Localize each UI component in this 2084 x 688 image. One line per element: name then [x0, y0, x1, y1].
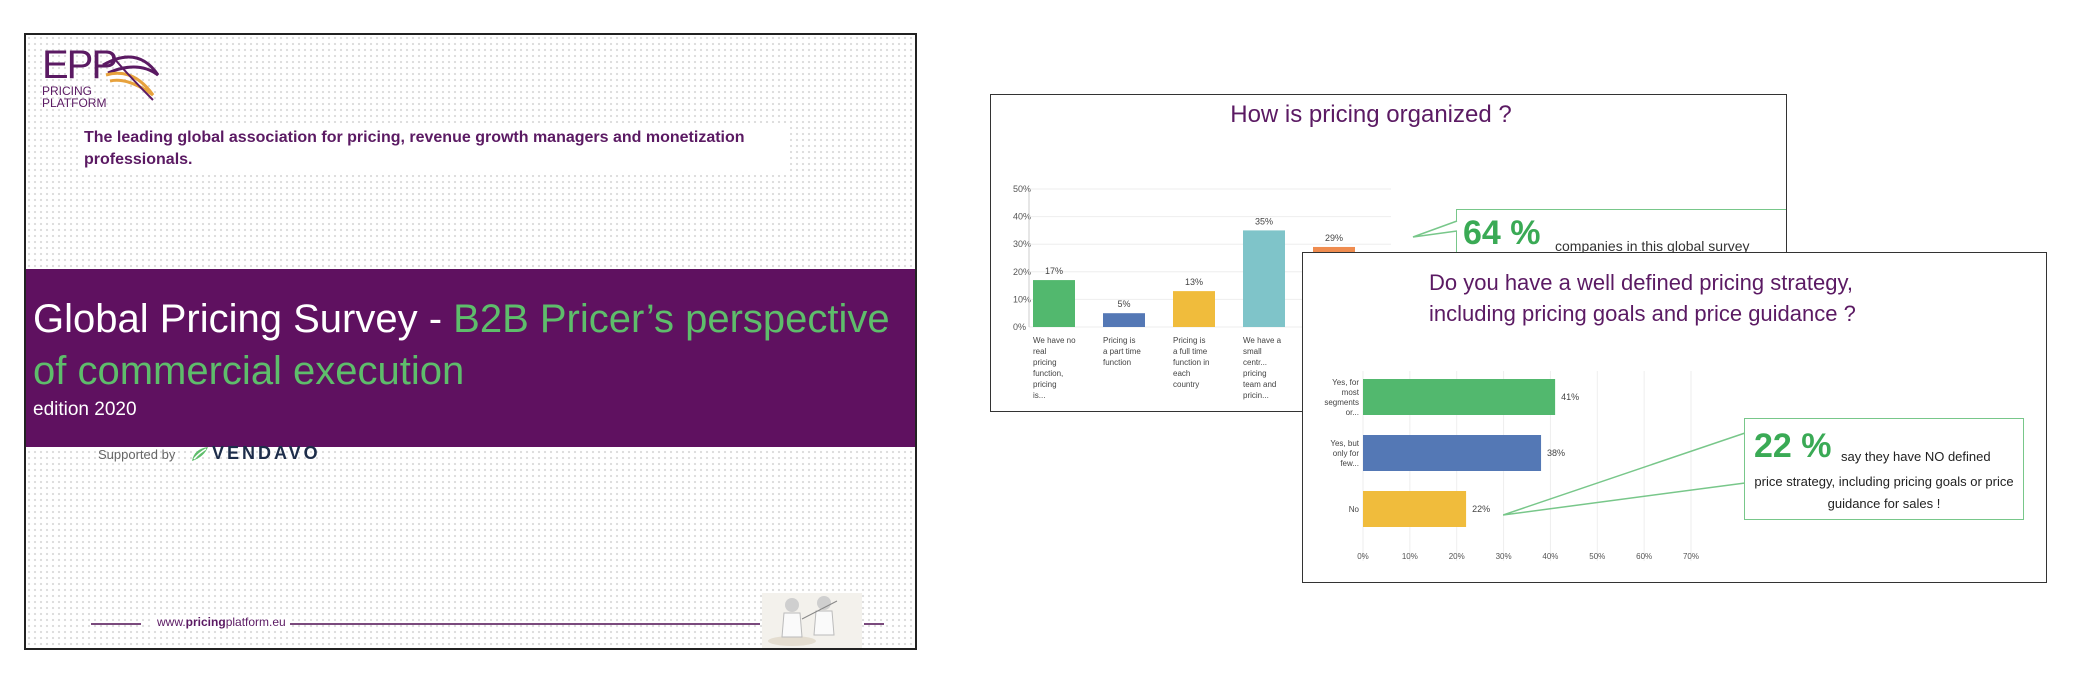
- category-label: country: [1173, 380, 1199, 389]
- y-tick-label: 10%: [1013, 294, 1031, 304]
- tagline: The leading global association for prici…: [78, 123, 790, 175]
- category-label: few...: [1340, 459, 1359, 468]
- callout-64-text: companies in this global survey: [1555, 238, 1750, 254]
- edition-label: edition 2020: [33, 399, 137, 420]
- bar: [1363, 435, 1542, 471]
- x-tick-label: 30%: [1496, 552, 1512, 561]
- callout-22-value: 22 %: [1754, 427, 1832, 465]
- x-tick-label: 0%: [1357, 552, 1369, 561]
- bar-value-label: 35%: [1255, 216, 1273, 226]
- callout-22-percent: 22 % say they have NO defined price stra…: [1744, 418, 2024, 520]
- slide2-title: How is pricing organized ?: [1230, 101, 1512, 128]
- title-main: Global Pricing Survey -: [33, 297, 454, 341]
- x-tick-label: 70%: [1683, 552, 1699, 561]
- y-tick-label: 50%: [1013, 184, 1031, 194]
- category-label: Yes, for: [1332, 378, 1359, 387]
- category-label: pricing: [1033, 380, 1057, 389]
- category-label: or...: [1346, 408, 1359, 417]
- category-label: a full time: [1173, 347, 1208, 356]
- category-label: most: [1342, 388, 1360, 397]
- callout-64-percent: 64 % companies in this global survey: [1456, 209, 1786, 259]
- bar: [1103, 313, 1145, 327]
- fencers-image-icon: [768, 596, 838, 646]
- epp-logo-subtitle: PRICING PLATFORM: [42, 85, 106, 109]
- sponsor-logo-text: VENDAVO: [212, 443, 321, 463]
- category-label: each: [1173, 369, 1190, 378]
- url-prefix: www.: [157, 615, 186, 629]
- slide-title: Global Pricing Survey - B2B Pricer’s per…: [33, 293, 913, 397]
- callout-64-value: 64 %: [1463, 214, 1541, 252]
- category-label: function in: [1173, 358, 1209, 367]
- x-tick-label: 20%: [1449, 552, 1465, 561]
- category-label: function: [1103, 358, 1131, 367]
- pricing-strategy-chart: 0% 10% 20% 30% 40% 50% 60% 70% 41% Yes, formostse…: [1324, 371, 1699, 561]
- bar: [1033, 280, 1075, 327]
- callout-22-pointer: [1503, 432, 1746, 516]
- title-band: [26, 269, 915, 447]
- logo-sub-line1: PRICING: [42, 84, 93, 98]
- category-label: real: [1033, 347, 1047, 356]
- bar: [1173, 291, 1215, 327]
- bar-value-label: 13%: [1185, 277, 1203, 287]
- category-label: pricing: [1243, 369, 1267, 378]
- epp-logo-swoosh-icon: [102, 55, 160, 101]
- category-label: We have no: [1033, 336, 1076, 345]
- category-label: centr...: [1243, 358, 1267, 367]
- slide3-title-line2: including pricing goals and price guidan…: [1429, 301, 1856, 326]
- bar-value-label: 22%: [1472, 504, 1490, 514]
- x-tick-label: 10%: [1402, 552, 1418, 561]
- category-label: is...: [1033, 391, 1045, 400]
- logo-sub-line2: PLATFORM: [42, 96, 107, 110]
- category-label: No: [1349, 505, 1360, 514]
- callout-22-inline-text: say they have NO defined: [1841, 449, 1991, 464]
- x-tick-label: 60%: [1636, 552, 1652, 561]
- bar: [1363, 491, 1467, 527]
- y-tick-label: 20%: [1013, 267, 1031, 277]
- category-label: function,: [1033, 369, 1063, 378]
- pricing-strategy-slide: Do you have a well defined pricing strat…: [1302, 252, 2047, 583]
- title-accent: B2B Pricer’s perspective of commercial e…: [33, 297, 890, 393]
- survey-cover-slide: EPP PRICING PLATFORM The leading global …: [24, 33, 917, 650]
- bar-value-label: 5%: [1117, 299, 1130, 309]
- category-label: We have a: [1243, 336, 1282, 345]
- category-label: only for: [1333, 449, 1360, 458]
- footer-line-middle: [290, 623, 760, 625]
- footer-line-right: [864, 623, 884, 625]
- callout-22-text: price strategy, including pricing goals …: [1754, 474, 2014, 511]
- x-tick-label: 40%: [1542, 552, 1558, 561]
- category-label: pricing: [1033, 358, 1057, 367]
- category-label: Pricing is: [1103, 336, 1135, 345]
- category-label: Pricing is: [1173, 336, 1205, 345]
- category-label: Yes, but: [1330, 439, 1359, 448]
- bar-value-label: 29%: [1325, 233, 1343, 243]
- url-bold: pricing: [185, 615, 226, 629]
- bar-value-label: 17%: [1045, 266, 1063, 276]
- slide3-title-line1: Do you have a well defined pricing strat…: [1429, 270, 1853, 295]
- footer-line-left: [91, 623, 141, 625]
- bar-value-label: 41%: [1561, 392, 1579, 402]
- bar: [1243, 230, 1285, 327]
- website-link[interactable]: www.pricingplatform.eu: [153, 615, 290, 629]
- bar: [1363, 379, 1556, 415]
- url-suffix: platform.eu: [225, 615, 286, 629]
- y-tick-label: 40%: [1013, 212, 1031, 222]
- category-label: pricin...: [1243, 391, 1269, 400]
- category-label: segments: [1324, 398, 1359, 407]
- category-label: small: [1243, 347, 1262, 356]
- category-label: a part time: [1103, 347, 1141, 356]
- supported-by-label: Supported by: [98, 447, 176, 462]
- bar-value-label: 38%: [1547, 448, 1565, 458]
- fencing-photo: [762, 593, 862, 648]
- x-tick-label: 50%: [1589, 552, 1605, 561]
- callout-64-pointer: [1412, 220, 1458, 238]
- slide3-title: Do you have a well defined pricing strat…: [1429, 267, 2029, 329]
- category-label: team and: [1243, 380, 1276, 389]
- y-tick-label: 0%: [1013, 322, 1026, 332]
- pricing-organization-chart: 50% 40% 30% 20% 10% 0% 17% We have no real pricin…: [1013, 184, 1391, 400]
- vendavo-leaf-icon: [192, 447, 208, 461]
- y-tick-label: 30%: [1013, 239, 1031, 249]
